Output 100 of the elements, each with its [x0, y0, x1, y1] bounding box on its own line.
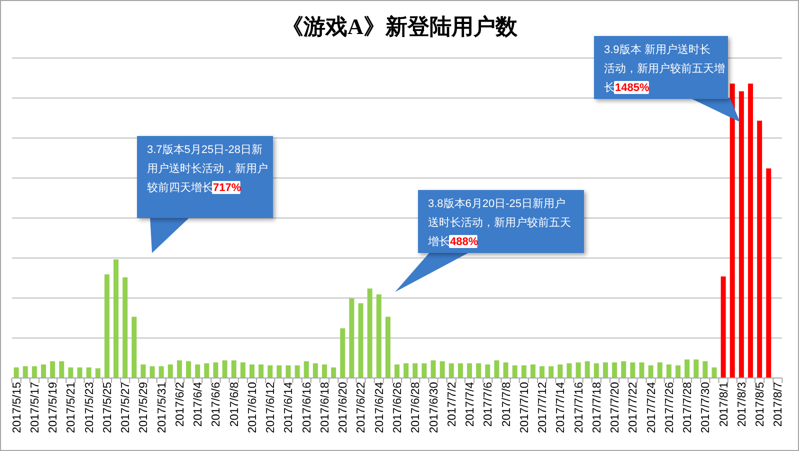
bar	[558, 364, 563, 378]
bar	[494, 360, 500, 378]
bar	[114, 259, 119, 378]
x-tick-label: 2017/8/1	[718, 382, 730, 427]
bar	[702, 361, 708, 378]
x-tick-label: 2017/7/10	[518, 382, 531, 434]
bar	[168, 364, 173, 378]
x-tick-label: 2017/7/22	[628, 382, 640, 434]
x-tick-label: 2017/6/10	[246, 382, 259, 434]
bar	[59, 361, 64, 378]
chart-title: 《游戏A》新登陆用户数	[282, 14, 518, 39]
bar	[86, 367, 92, 378]
x-tick-label: 2017/7/6	[482, 382, 495, 427]
bar	[268, 365, 273, 378]
x-tick-label: 2017/5/17	[29, 382, 42, 434]
bar	[204, 363, 210, 378]
bar	[675, 365, 680, 378]
x-tick-label: 2017/7/14	[555, 381, 568, 434]
bar	[503, 362, 508, 378]
x-tick-label: 2017/6/8	[228, 382, 241, 427]
bar	[14, 367, 19, 378]
bar	[639, 362, 644, 378]
x-tick-label: 2017/5/21	[66, 382, 78, 434]
bar	[738, 91, 744, 378]
x-tick-label: 2017/6/30	[428, 382, 440, 434]
x-tick-label: 2017/6/28	[410, 382, 422, 434]
bar	[422, 363, 427, 378]
bar	[95, 368, 100, 378]
bar	[440, 361, 445, 378]
x-tick-label: 2017/7/18	[591, 382, 604, 434]
bar	[158, 366, 164, 378]
bar	[68, 367, 74, 378]
bar	[50, 361, 56, 378]
bar	[22, 366, 28, 378]
x-tick-label: 2017/5/19	[48, 382, 60, 434]
bar	[294, 365, 300, 378]
x-tick-label: 2017/6/20	[338, 382, 350, 434]
bar	[231, 360, 236, 378]
bar	[286, 365, 291, 378]
bar	[195, 364, 200, 378]
bar	[566, 363, 572, 378]
x-tick-label: 2017/7/20	[610, 382, 622, 434]
x-tick-label: 2017/6/24	[374, 381, 386, 434]
x-tick-label: 2017/6/18	[319, 382, 332, 434]
x-tick-label: 2017/7/4	[464, 381, 477, 427]
x-tick-label: 2017/5/31	[156, 382, 168, 434]
x-tick-label: 2017/7/26	[664, 382, 676, 434]
bar	[521, 365, 526, 378]
bar	[530, 364, 536, 378]
x-tick-label: 2017/6/26	[392, 382, 404, 434]
x-tick-label: 2017/8/3	[736, 382, 748, 427]
bar	[448, 363, 454, 378]
bar	[476, 363, 482, 378]
bar	[312, 363, 318, 378]
x-tick-label: 2017/7/24	[646, 381, 658, 434]
bar	[358, 303, 364, 378]
bar	[584, 361, 590, 378]
bar	[186, 361, 192, 378]
bar	[548, 366, 554, 378]
x-tick-label: 2017/5/23	[84, 382, 96, 434]
x-tick-label: 2017/8/7	[772, 382, 785, 427]
bar	[213, 362, 218, 378]
x-tick-label: 2017/8/5	[754, 382, 767, 427]
x-tick-label: 2017/7/12	[537, 382, 550, 434]
bar	[132, 316, 137, 378]
x-tick-label: 2017/6/12	[265, 382, 278, 434]
bar	[458, 363, 463, 378]
bar	[684, 359, 690, 378]
bar	[404, 363, 409, 378]
bar	[367, 288, 372, 378]
x-tick-label: 2017/7/28	[682, 382, 694, 434]
bar	[485, 364, 490, 378]
x-tick-label: 2017/6/2	[174, 382, 186, 427]
x-tick-label: 2017/7/30	[700, 382, 712, 434]
bar	[576, 362, 581, 378]
bar	[41, 364, 46, 378]
x-tick-label: 2017/7/8	[500, 382, 513, 427]
bar	[412, 363, 418, 378]
bar	[467, 363, 472, 378]
bar	[540, 366, 545, 378]
bar	[122, 277, 128, 378]
bar	[376, 294, 382, 378]
bar	[394, 364, 400, 378]
bar	[648, 365, 654, 378]
bar	[104, 274, 110, 378]
annotation: 3.9版本 新用户送时长活动，新用户较前五天增长1485%	[604, 43, 725, 94]
bar	[304, 361, 309, 378]
bar	[176, 360, 182, 378]
bar	[657, 362, 662, 378]
x-tick-label: 2017/5/25	[102, 382, 114, 434]
bar	[512, 365, 518, 378]
bar	[594, 363, 599, 378]
x-tick-label: 2017/6/16	[301, 382, 314, 434]
bar	[612, 362, 618, 378]
bar	[140, 364, 146, 378]
bar	[322, 364, 327, 378]
x-tick-label: 2017/6/4	[192, 381, 205, 427]
bar	[240, 362, 246, 378]
bar	[694, 359, 699, 378]
bar	[621, 361, 626, 378]
